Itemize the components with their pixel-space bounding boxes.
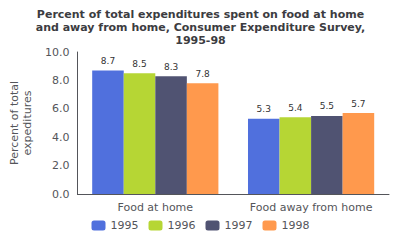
svg-text:1995: 1995 (111, 219, 139, 232)
svg-text:5.5: 5.5 (320, 101, 334, 111)
svg-text:8.5: 8.5 (132, 59, 146, 69)
svg-text:5.3: 5.3 (257, 104, 271, 114)
svg-text:8.7: 8.7 (101, 56, 115, 66)
svg-text:0.0: 0.0 (52, 188, 70, 201)
svg-text:expeditures: expeditures (21, 90, 34, 155)
svg-text:5.7: 5.7 (351, 99, 365, 109)
svg-text:Food away from home: Food away from home (250, 201, 373, 214)
svg-text:1996: 1996 (168, 219, 196, 232)
svg-text:4.0: 4.0 (52, 131, 70, 144)
svg-text:7.8: 7.8 (195, 69, 210, 79)
svg-text:1997: 1997 (225, 219, 253, 232)
svg-text:5.4: 5.4 (288, 103, 303, 113)
svg-text:1995-98: 1995-98 (175, 34, 226, 47)
svg-text:6.0: 6.0 (52, 102, 70, 115)
svg-text:2.0: 2.0 (52, 159, 70, 172)
svg-text:1998: 1998 (281, 219, 309, 232)
svg-text:10.0: 10.0 (45, 46, 70, 59)
svg-text:Food at home: Food at home (117, 201, 193, 214)
svg-text:Percent of total: Percent of total (8, 81, 21, 165)
svg-text:and away from home, Consumer E: and away from home, Consumer Expenditure… (36, 21, 366, 34)
svg-text:8.0: 8.0 (52, 74, 70, 87)
svg-text:8.3: 8.3 (164, 62, 178, 72)
svg-text:Percent of total expenditures: Percent of total expenditures spent on f… (37, 8, 364, 21)
